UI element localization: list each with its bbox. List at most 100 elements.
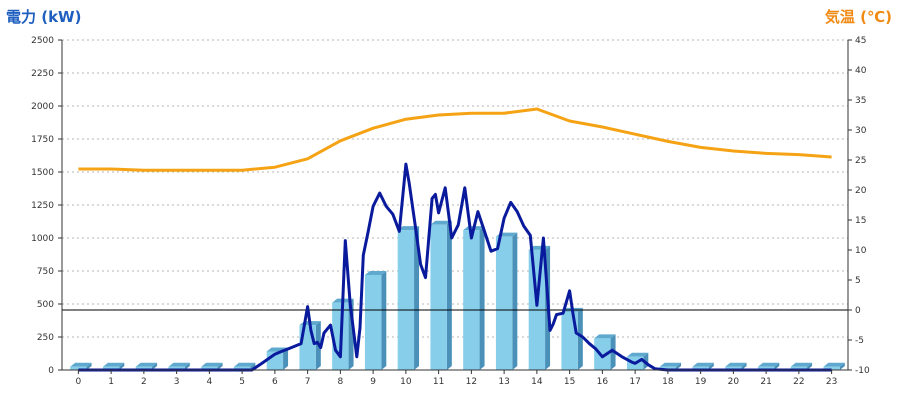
bar-front xyxy=(102,366,120,370)
bar-side xyxy=(250,362,256,370)
x-tick-label: 22 xyxy=(793,377,804,387)
x-tick-label: 10 xyxy=(400,377,412,387)
bar-top xyxy=(201,362,223,367)
bar-side xyxy=(839,362,845,370)
right-tick-label: 10 xyxy=(855,246,867,256)
x-tick-label: 4 xyxy=(207,377,213,387)
bar-side xyxy=(741,362,747,370)
bar xyxy=(430,220,452,370)
bar xyxy=(725,362,747,370)
right-tick-label: 20 xyxy=(855,186,867,196)
right-tick-label: 15 xyxy=(855,216,866,226)
x-tick-label: 2 xyxy=(141,377,147,387)
x-tick-label: 14 xyxy=(531,377,543,387)
x-tick-label: 5 xyxy=(239,377,245,387)
bar xyxy=(233,362,256,370)
bars-layer xyxy=(70,220,845,370)
bar-side xyxy=(152,362,158,370)
bar-top xyxy=(70,362,92,367)
bar-front xyxy=(463,230,480,370)
left-tick-label: 500 xyxy=(37,300,54,310)
bar xyxy=(201,362,223,370)
bar-side xyxy=(86,362,92,370)
bar-top xyxy=(659,362,682,367)
bar xyxy=(757,362,780,370)
axes-layer: 02505007501000125015001750200022502500-1… xyxy=(31,36,870,387)
bar-front xyxy=(168,366,185,370)
right-tick-label: 40 xyxy=(855,66,867,76)
bar xyxy=(397,226,420,370)
right-tick-label: -10 xyxy=(855,366,870,376)
x-tick-label: 3 xyxy=(174,377,180,387)
bar-side xyxy=(774,362,780,370)
x-tick-label: 12 xyxy=(466,377,477,387)
power-series-line xyxy=(78,162,832,372)
bar-top xyxy=(790,362,813,367)
bar-top xyxy=(823,362,845,367)
x-tick-label: 13 xyxy=(498,377,509,387)
left-tick-label: 1750 xyxy=(31,135,54,145)
right-axis-title: 気温 (℃) xyxy=(824,8,892,26)
bar xyxy=(168,362,190,370)
x-tick-label: 21 xyxy=(760,377,771,387)
right-tick-label: 0 xyxy=(855,306,861,316)
x-tick-label: 7 xyxy=(305,377,311,387)
bar-side xyxy=(577,307,583,370)
left-tick-label: 1250 xyxy=(31,201,54,211)
x-tick-label: 19 xyxy=(695,377,707,387)
bar xyxy=(790,362,813,370)
left-tick-label: 0 xyxy=(48,366,54,376)
bar xyxy=(102,362,125,370)
bar xyxy=(364,270,387,370)
left-tick-label: 750 xyxy=(37,267,54,277)
x-tick-label: 20 xyxy=(728,377,740,387)
bar-front xyxy=(594,338,611,370)
bar-side xyxy=(446,220,452,370)
bar-side xyxy=(676,362,682,370)
bar xyxy=(823,362,845,370)
bar-front xyxy=(135,366,153,370)
bar xyxy=(692,362,714,370)
bar-top xyxy=(168,362,190,367)
bar-top xyxy=(692,362,714,367)
bar xyxy=(659,362,682,370)
bar-side xyxy=(708,362,714,370)
right-tick-label: -5 xyxy=(855,336,864,346)
bar-side xyxy=(414,226,420,370)
bar-top xyxy=(233,362,256,367)
right-tick-label: 5 xyxy=(855,276,861,286)
x-tick-label: 23 xyxy=(826,377,837,387)
right-tick-label: 25 xyxy=(855,156,866,166)
bar-front xyxy=(397,230,415,370)
bar-front xyxy=(823,366,840,370)
x-tick-label: 0 xyxy=(76,377,82,387)
bar-side xyxy=(381,270,387,370)
left-axis-title: 電力 (kW) xyxy=(6,8,82,26)
bar-side xyxy=(807,362,813,370)
bar-front xyxy=(659,366,677,370)
bar xyxy=(495,232,518,370)
x-tick-label: 17 xyxy=(629,377,640,387)
bar-front xyxy=(725,366,742,370)
x-tick-label: 1 xyxy=(108,377,114,387)
bar-top xyxy=(364,270,387,275)
bar-top xyxy=(725,362,747,367)
bar-front xyxy=(790,366,808,370)
bar-top xyxy=(102,362,125,367)
bar-side xyxy=(479,226,485,370)
left-tick-label: 2250 xyxy=(31,69,54,79)
x-tick-label: 6 xyxy=(272,377,278,387)
bar-top xyxy=(594,334,616,339)
left-tick-label: 250 xyxy=(37,333,54,343)
bar-top xyxy=(135,362,158,367)
left-tick-label: 2500 xyxy=(31,36,54,46)
bar-side xyxy=(184,362,190,370)
right-tick-label: 30 xyxy=(855,126,867,136)
bar-top xyxy=(397,226,420,231)
lines-layer xyxy=(62,107,848,372)
x-tick-label: 16 xyxy=(597,377,609,387)
bar-top xyxy=(430,220,452,225)
right-tick-label: 35 xyxy=(855,96,866,106)
